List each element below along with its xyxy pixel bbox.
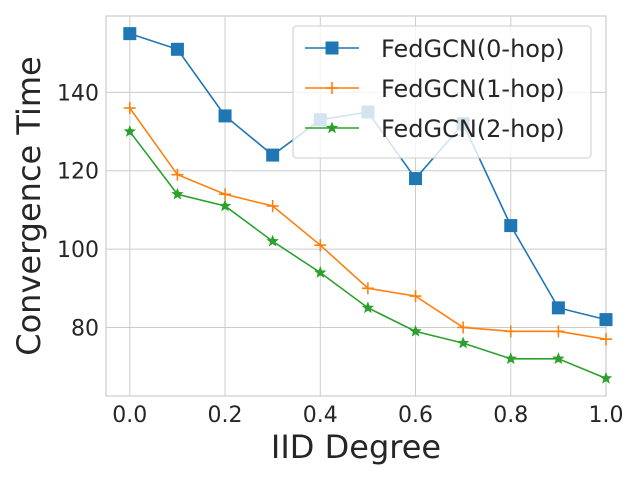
y-tick-label: 140 xyxy=(57,81,99,106)
x-axis-label: IID Degree xyxy=(271,428,441,466)
data-point xyxy=(552,352,565,365)
x-tick-label: 0.4 xyxy=(303,403,338,428)
x-tick-label: 1.0 xyxy=(589,403,624,428)
legend-label: FedGCN(2-hop) xyxy=(381,115,565,143)
data-point xyxy=(219,188,232,201)
data-point xyxy=(457,321,470,334)
x-tick-label: 0.6 xyxy=(398,403,433,428)
legend: FedGCN(0-hop) FedGCN(1-hop) FedGCN(2-hop) xyxy=(292,25,592,159)
data-point xyxy=(218,109,232,123)
y-tick-label: 100 xyxy=(57,238,99,263)
data-point xyxy=(266,234,279,247)
data-point xyxy=(171,187,184,200)
data-point xyxy=(314,266,327,278)
data-point xyxy=(504,325,517,338)
data-point xyxy=(504,219,518,233)
x-tick-label: 0.2 xyxy=(208,403,243,428)
data-point xyxy=(170,42,184,56)
data-point xyxy=(266,200,279,212)
data-point xyxy=(599,313,613,327)
legend-box xyxy=(292,25,592,159)
data-point xyxy=(409,172,423,186)
series-2 xyxy=(123,125,613,384)
data-point xyxy=(361,282,374,295)
data-point xyxy=(361,301,375,314)
series-1 xyxy=(123,102,612,346)
series-line xyxy=(129,131,607,380)
legend-item: FedGCN(1-hop) xyxy=(305,75,565,103)
data-point xyxy=(314,239,327,252)
data-point xyxy=(123,102,136,115)
data-point xyxy=(552,325,565,338)
legend-marker xyxy=(325,121,339,134)
data-point xyxy=(123,125,136,137)
legend-item: FedGCN(2-hop) xyxy=(305,115,565,143)
data-point xyxy=(266,148,280,162)
data-point xyxy=(218,199,232,212)
plot-border xyxy=(105,15,607,397)
data-point xyxy=(456,336,470,349)
x-tick-label: 0.8 xyxy=(493,403,528,428)
legend-marker xyxy=(326,82,338,94)
data-point xyxy=(600,333,612,346)
legend-marker xyxy=(325,41,339,55)
data-point xyxy=(409,290,422,303)
x-tick-label: 0.0 xyxy=(112,403,147,428)
data-point xyxy=(551,301,565,315)
y-tick-label: 120 xyxy=(57,160,99,185)
legend-item: FedGCN(0-hop) xyxy=(305,35,565,63)
legend-label: FedGCN(0-hop) xyxy=(381,35,565,63)
data-point xyxy=(409,324,422,337)
data-point xyxy=(504,352,517,365)
data-point xyxy=(123,27,137,41)
legend-label: FedGCN(1-hop) xyxy=(381,75,565,103)
data-point xyxy=(599,371,613,384)
plot-frame xyxy=(105,15,607,397)
data-point xyxy=(171,168,184,181)
tick-labels: 0.0 0.2 0.4 0.6 0.8 1.0 80 100 120 140 xyxy=(57,81,624,428)
y-axis-label: Convergence Time xyxy=(10,56,48,355)
y-tick-label: 80 xyxy=(71,316,99,341)
